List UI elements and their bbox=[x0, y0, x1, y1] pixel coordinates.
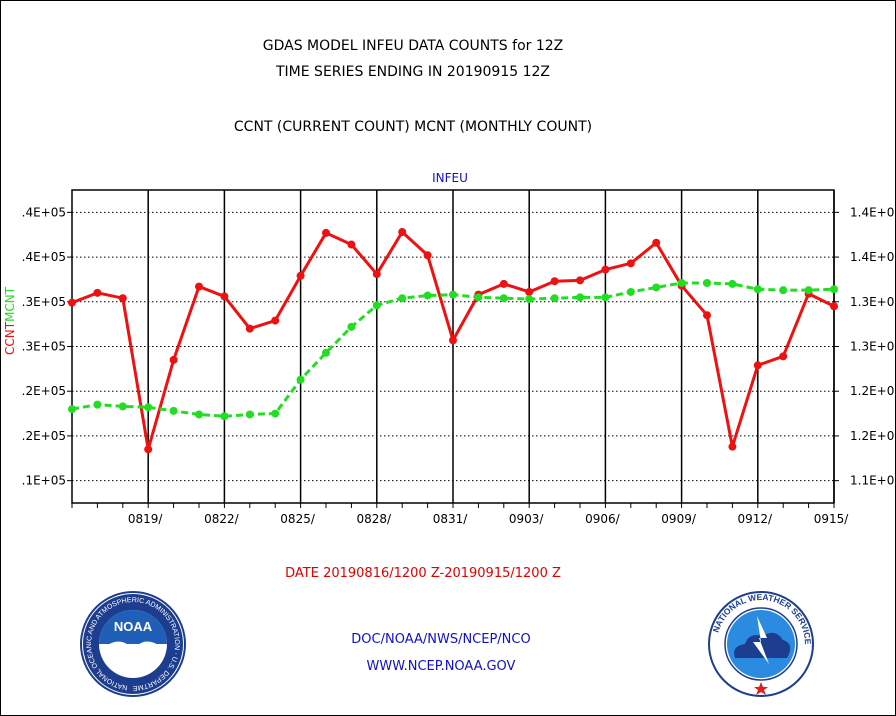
data-point-ccnt bbox=[728, 442, 737, 451]
data-point-ccnt bbox=[576, 276, 584, 285]
data-point-ccnt bbox=[322, 228, 330, 237]
data-point-ccnt bbox=[93, 288, 102, 297]
y-axis-label: CCNTMCNT bbox=[3, 287, 17, 355]
data-point-ccnt bbox=[372, 270, 381, 279]
y-tick-label-right: 1.3E+0 bbox=[850, 340, 894, 354]
data-point-ccnt bbox=[195, 282, 203, 291]
plot-area: .4E+05 1.4E+0 .4E+05 1.4E+0 .3E+05 1.3E+0 .3E+… bbox=[22, 189, 894, 526]
data-point-ccnt bbox=[753, 361, 762, 370]
data-point-mcnt bbox=[550, 294, 559, 303]
y-tick-label-right: 1.4E+0 bbox=[850, 205, 894, 219]
data-point-mcnt bbox=[68, 405, 76, 414]
y-label-mcnt: MCNT bbox=[3, 286, 17, 322]
x-tick-label: 0822/ bbox=[204, 512, 240, 526]
data-point-mcnt bbox=[220, 412, 229, 421]
data-point-mcnt bbox=[703, 279, 711, 288]
data-point-mcnt bbox=[271, 409, 280, 418]
data-point-ccnt bbox=[296, 271, 305, 280]
y-tick-label-right: 1.1E+0 bbox=[850, 474, 894, 488]
data-point-mcnt bbox=[779, 286, 788, 295]
data-point-mcnt bbox=[93, 400, 102, 409]
data-point-mcnt bbox=[576, 293, 584, 302]
website-link[interactable]: WWW.NCEP.NOAA.GOV bbox=[366, 659, 516, 674]
data-point-mcnt bbox=[322, 348, 330, 357]
data-point-ccnt bbox=[703, 311, 711, 320]
data-point-mcnt bbox=[347, 322, 356, 331]
x-tick-label: 0912/ bbox=[738, 512, 774, 526]
noaa-logo-label: NOAA bbox=[114, 619, 153, 634]
data-point-ccnt bbox=[779, 352, 788, 361]
data-point-ccnt bbox=[525, 287, 534, 296]
data-point-mcnt bbox=[423, 291, 432, 300]
data-point-mcnt bbox=[398, 294, 407, 303]
nws-logo: NATIONAL WEATHER SERVICE bbox=[708, 591, 814, 697]
data-point-mcnt bbox=[499, 294, 508, 303]
y-tick-label-right: 1.2E+0 bbox=[850, 429, 894, 443]
agency-credit: DOC/NOAA/NWS/NCEP/NCO bbox=[351, 632, 531, 647]
data-point-mcnt bbox=[195, 410, 203, 419]
data-point-ccnt bbox=[652, 238, 661, 247]
x-tick-label: 0831/ bbox=[433, 512, 469, 526]
data-point-mcnt bbox=[830, 285, 838, 294]
chart-subtitle: TIME SERIES ENDING IN 20190915 12Z bbox=[276, 64, 550, 80]
y-tick-label-left: .2E+05 bbox=[22, 384, 66, 398]
date-range-label: DATE 20190816/1200 Z-20190915/1200 Z bbox=[285, 566, 561, 581]
x-tick-label: 0819/ bbox=[128, 512, 164, 526]
x-tick-label: 0828/ bbox=[357, 512, 393, 526]
data-point-mcnt bbox=[372, 301, 381, 310]
y-tick-label-left: .3E+05 bbox=[22, 295, 66, 309]
data-point-ccnt bbox=[68, 298, 76, 307]
data-point-ccnt bbox=[499, 279, 508, 288]
data-point-ccnt bbox=[271, 316, 280, 325]
data-point-ccnt bbox=[830, 302, 838, 311]
y-tick-label-left: .3E+05 bbox=[22, 340, 66, 354]
data-point-ccnt bbox=[220, 292, 229, 301]
data-point-mcnt bbox=[601, 293, 610, 302]
y-label-ccnt: CCNT bbox=[3, 321, 17, 355]
data-point-ccnt bbox=[398, 228, 407, 237]
data-point-ccnt bbox=[245, 324, 254, 333]
y-tick-label-left: .2E+05 bbox=[22, 429, 66, 443]
data-point-ccnt bbox=[144, 445, 153, 454]
data-point-ccnt bbox=[118, 294, 127, 303]
data-point-ccnt bbox=[347, 240, 356, 249]
noaa-logo: NOAA NATIONAL OCEANIC AND ATMOSPHERIC AD… bbox=[80, 591, 186, 697]
data-point-mcnt bbox=[652, 283, 661, 292]
data-point-ccnt bbox=[626, 259, 635, 268]
data-point-ccnt bbox=[601, 265, 610, 274]
data-point-mcnt bbox=[449, 290, 457, 299]
data-point-ccnt bbox=[449, 336, 457, 345]
chart-legend-text: CCNT (CURRENT COUNT) MCNT (MONTHLY COUNT… bbox=[233, 119, 593, 135]
data-point-mcnt bbox=[804, 286, 813, 295]
y-tick-label-left: .1E+05 bbox=[22, 474, 66, 488]
star-icon bbox=[754, 682, 768, 695]
data-point-mcnt bbox=[753, 285, 762, 294]
y-tick-label-right: 1.3E+0 bbox=[850, 295, 894, 309]
data-point-mcnt bbox=[144, 403, 153, 412]
data-point-ccnt bbox=[423, 251, 432, 260]
y-tick-label-left: .4E+05 bbox=[22, 250, 66, 264]
data-point-mcnt bbox=[296, 375, 305, 384]
y-tick-label-left: .4E+05 bbox=[22, 205, 66, 219]
data-point-ccnt bbox=[550, 277, 559, 286]
data-point-mcnt bbox=[525, 295, 534, 304]
x-tick-label: 0906/ bbox=[585, 512, 621, 526]
y-tick-label-right: 1.2E+0 bbox=[850, 384, 894, 398]
x-tick-label: 0915/ bbox=[814, 512, 850, 526]
x-tick-label: 0825/ bbox=[280, 512, 316, 526]
data-point-mcnt bbox=[474, 293, 483, 302]
data-point-mcnt bbox=[677, 279, 686, 288]
data-point-ccnt bbox=[169, 355, 178, 364]
data-point-mcnt bbox=[626, 287, 635, 296]
x-tick-label: 0903/ bbox=[509, 512, 545, 526]
data-point-mcnt bbox=[728, 279, 737, 288]
x-tick-label: 0909/ bbox=[661, 512, 697, 526]
data-point-mcnt bbox=[118, 402, 127, 411]
chart-title: GDAS MODEL INFEU DATA COUNTS for 12Z bbox=[262, 38, 564, 54]
station-label: INFEU bbox=[432, 171, 468, 185]
data-point-mcnt bbox=[169, 406, 178, 415]
data-point-mcnt bbox=[245, 410, 254, 419]
y-tick-label-right: 1.4E+0 bbox=[850, 250, 894, 264]
